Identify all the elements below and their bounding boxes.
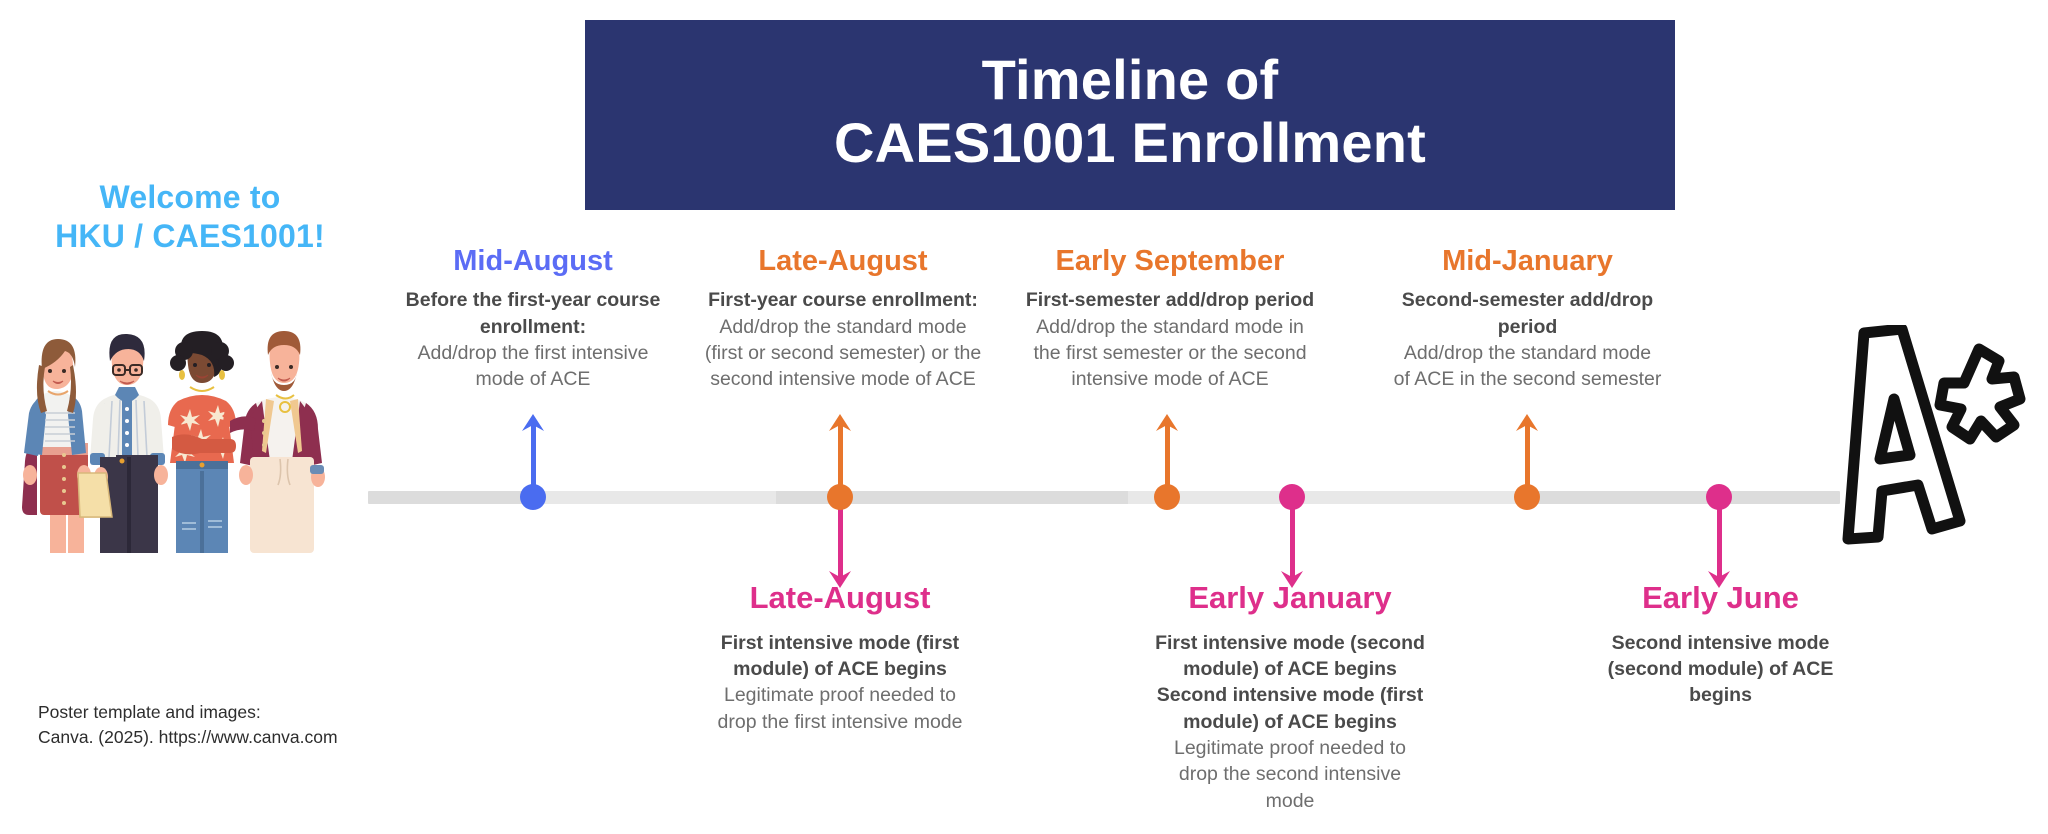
axis-segment-2 — [528, 491, 776, 504]
entry-body: First intensive mode (first module) of A… — [717, 631, 963, 733]
marker-stem-down — [837, 506, 843, 578]
title-line-2: CAES1001 Enrollment — [834, 111, 1426, 174]
entry-mid-august: Mid-August Before the first-year course … — [383, 245, 683, 393]
arrow-up-icon — [522, 414, 544, 431]
marker-stem-up — [530, 424, 536, 494]
entry-title: Early September — [1055, 245, 1285, 277]
entry-late-august-below: Late-August First intensive mode (first … — [690, 580, 990, 735]
marker-stem-up — [1524, 424, 1530, 494]
entry-early-september: Early September First-semester add/drop … — [1010, 245, 1330, 393]
marker-dot[interactable] — [827, 484, 853, 510]
entry-early-june: Early June Second intensive mode (second… — [1578, 580, 1863, 709]
entry-early-january: Early January First intensive mode (seco… — [1135, 580, 1445, 814]
arrow-up-icon — [1516, 414, 1538, 431]
credit-line-1: Poster template and images: — [38, 702, 261, 722]
entry-title: Early June — [1642, 580, 1799, 615]
entry-body: First-year course enrollment: Add/drop t… — [704, 289, 982, 391]
entry-body: First-semester add/drop period Add/drop … — [1025, 289, 1315, 391]
marker-stem-up — [837, 424, 843, 494]
credit-line-2: Canva. (2025). https://www.canva.com — [38, 727, 338, 748]
welcome-heading: Welcome to HKU / CAES1001! — [30, 178, 350, 256]
source-credit: Poster template and images: Canva. (2025… — [38, 700, 458, 751]
a-plus-grade-doodle — [1842, 325, 2026, 545]
student-3 — [168, 331, 236, 553]
entry-body: First intensive mode (second module) of … — [1155, 631, 1425, 812]
arrow-down-icon — [1281, 571, 1303, 588]
poster-title-banner: Timeline of CAES1001 Enrollment — [585, 20, 1675, 210]
entry-title: Mid-January — [1442, 245, 1613, 277]
arrow-down-icon — [829, 571, 851, 588]
arrow-down-icon — [1708, 571, 1730, 588]
arrow-up-icon — [829, 414, 851, 431]
entry-mid-january: Mid-January Second-semester add/drop per… — [1370, 245, 1685, 393]
entry-title: Late-August — [758, 245, 928, 277]
marker-stem-up — [1164, 424, 1170, 494]
entry-title: Early January — [1188, 580, 1392, 615]
marker-dot[interactable] — [1279, 484, 1305, 510]
marker-dot[interactable] — [1154, 484, 1180, 510]
enrollment-timeline-axis — [368, 491, 1840, 504]
student-2 — [77, 333, 168, 553]
axis-segment-4 — [1128, 491, 1518, 504]
welcome-line-2: HKU / CAES1001! — [55, 218, 325, 255]
entry-body: Before the first-year course enrollment:… — [405, 289, 661, 391]
marker-dot[interactable] — [1706, 484, 1732, 510]
entry-title: Mid-August — [453, 245, 613, 277]
marker-stem-down — [1289, 506, 1295, 578]
title-line-1: Timeline of — [981, 48, 1279, 112]
students-group-illustration — [22, 331, 325, 553]
entry-late-august-above: Late-August First-year course enrollment… — [688, 245, 998, 393]
marker-dot[interactable] — [520, 484, 546, 510]
student-1 — [22, 339, 107, 553]
entry-body: Second intensive mode (second module) of… — [1607, 631, 1834, 707]
marker-dot[interactable] — [1514, 484, 1540, 510]
entry-title: Late-August — [749, 580, 931, 615]
entry-body: Second-semester add/drop period Add/drop… — [1393, 289, 1662, 391]
welcome-line-1: Welcome to — [99, 179, 281, 215]
arrow-up-icon — [1156, 414, 1178, 431]
student-4 — [230, 331, 325, 553]
marker-stem-down — [1716, 506, 1722, 578]
